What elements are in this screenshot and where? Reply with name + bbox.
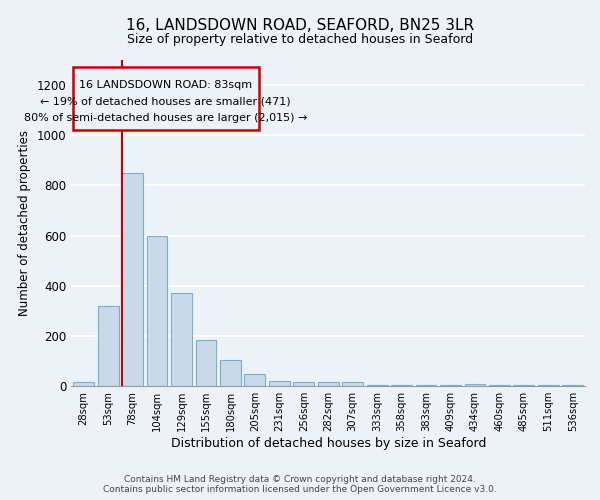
Y-axis label: Number of detached properties: Number of detached properties: [18, 130, 31, 316]
Bar: [367, 385, 388, 386]
X-axis label: Distribution of detached houses by size in Seaford: Distribution of detached houses by size …: [170, 437, 486, 450]
Bar: [122, 173, 143, 386]
Text: 16 LANDSDOWN ROAD: 83sqm: 16 LANDSDOWN ROAD: 83sqm: [79, 80, 252, 90]
Bar: [416, 385, 436, 386]
Bar: [464, 384, 485, 386]
Bar: [391, 385, 412, 386]
Bar: [73, 382, 94, 386]
Bar: [244, 374, 265, 386]
Bar: [98, 306, 119, 386]
Text: Contains HM Land Registry data © Crown copyright and database right 2024.
Contai: Contains HM Land Registry data © Crown c…: [103, 474, 497, 494]
Text: ← 19% of detached houses are smaller (471): ← 19% of detached houses are smaller (47…: [40, 96, 291, 106]
Bar: [440, 385, 461, 386]
Bar: [171, 294, 192, 386]
Bar: [73, 67, 259, 130]
Text: 16, LANDSDOWN ROAD, SEAFORD, BN25 3LR: 16, LANDSDOWN ROAD, SEAFORD, BN25 3LR: [126, 18, 474, 32]
Bar: [220, 360, 241, 386]
Bar: [196, 340, 217, 386]
Bar: [146, 236, 167, 386]
Bar: [318, 382, 338, 386]
Text: Size of property relative to detached houses in Seaford: Size of property relative to detached ho…: [127, 32, 473, 46]
Text: 80% of semi-detached houses are larger (2,015) →: 80% of semi-detached houses are larger (…: [24, 114, 307, 124]
Bar: [269, 380, 290, 386]
Bar: [293, 382, 314, 386]
Bar: [342, 382, 363, 386]
